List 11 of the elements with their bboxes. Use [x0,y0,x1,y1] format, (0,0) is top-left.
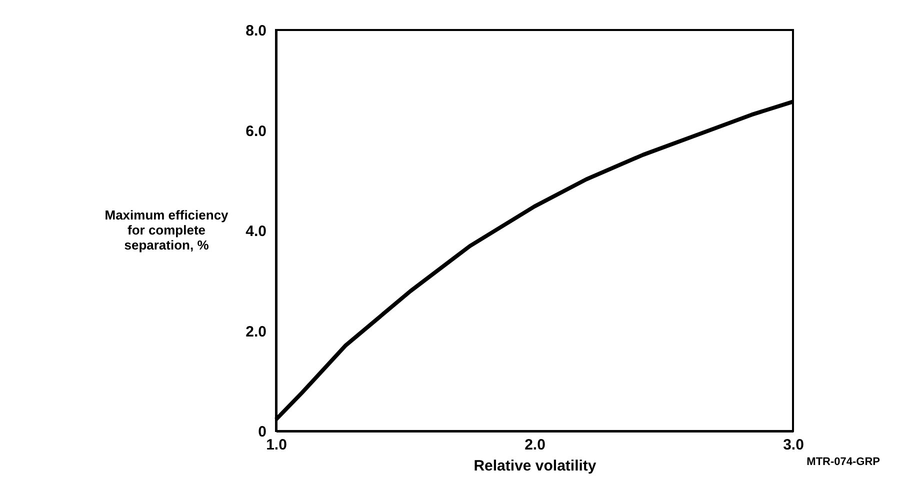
y-tick-label: 2.0 [246,323,266,340]
y-tick-label: 6.0 [246,122,266,140]
x-axis-title: Relative volatility [474,458,597,474]
text: MTR-074-GRP [806,456,880,468]
y-tick-label: 8.0 [246,22,266,40]
y-tick-label: 0 [258,424,266,440]
x-tick-label: 2.0 [524,436,546,454]
y-tick-label: 4.0 [246,223,266,240]
x-tick-label: 3.0 [783,436,804,454]
x-tick-label: 1.0 [266,436,287,454]
y-axis-title: Maximum efficiency for complete separation, % [104,208,230,252]
